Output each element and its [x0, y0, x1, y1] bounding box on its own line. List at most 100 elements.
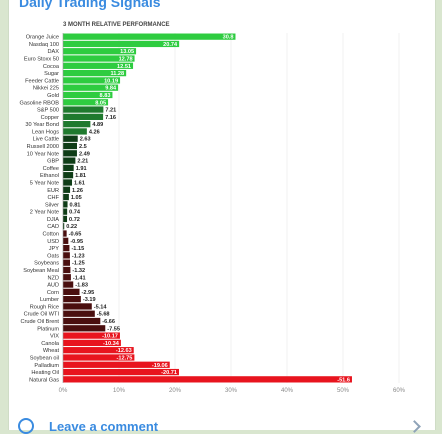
category-label: Natural Gas — [29, 377, 59, 383]
bar — [63, 266, 71, 274]
category-label: Orange Juice — [26, 35, 59, 41]
chevron-right-icon[interactable] — [408, 420, 421, 433]
category-label: CAD — [47, 224, 59, 230]
category-label: Cotton — [43, 232, 59, 238]
value-label: -19.06 — [152, 363, 168, 369]
bar — [63, 244, 70, 252]
category-label: 10 Year Note — [27, 151, 59, 157]
bar — [63, 135, 78, 142]
bar — [63, 354, 135, 361]
bar — [63, 172, 74, 179]
category-label: EUR — [47, 188, 59, 194]
category-label: Gold — [47, 93, 59, 99]
category-label: Coffee — [43, 166, 59, 172]
category-label: Corn — [47, 290, 59, 296]
value-label: 0.81 — [70, 202, 81, 208]
category-label: Wheat — [43, 348, 60, 354]
bar — [63, 274, 71, 281]
category-label: 30 Year Bond — [25, 122, 59, 128]
performance-chart: 3 MONTH RELATIVE PERFORMANCE 0% 10% 20% 30% 4… — [20, 22, 406, 394]
bar — [63, 281, 74, 288]
value-label: -1.23 — [72, 253, 85, 259]
value-label: 12.51 — [117, 64, 131, 70]
value-label: -7.55 — [107, 326, 120, 332]
comment-bar[interactable]: Leave a comment — [8, 410, 434, 434]
value-label: -3.19 — [83, 297, 96, 303]
value-label: -12.63 — [116, 348, 132, 354]
value-label: 2.63 — [80, 137, 91, 143]
bar — [63, 179, 73, 186]
category-label: Soybean Meal — [23, 268, 59, 274]
category-label: Euro Stoxx 50 — [24, 57, 59, 63]
category-label: DAX — [47, 49, 59, 55]
bar — [63, 296, 81, 303]
x-tick-label: 40% — [281, 388, 294, 394]
category-label: GBP — [47, 159, 59, 165]
value-label: 4.26 — [89, 129, 100, 135]
x-tick-label: 60% — [393, 388, 406, 394]
category-label: Russell 2000 — [27, 144, 59, 150]
category-label: 5 Year Note — [30, 180, 59, 186]
bar — [63, 201, 68, 208]
value-label: -1.83 — [75, 283, 88, 289]
value-label: 2.21 — [77, 159, 88, 165]
bar — [63, 113, 104, 120]
bar — [63, 69, 127, 77]
value-label: -1.32 — [72, 268, 85, 274]
bar — [63, 368, 179, 376]
value-label: -51.6 — [337, 377, 350, 383]
value-label: -6.66 — [102, 319, 115, 325]
category-label: Sugar — [44, 71, 59, 77]
bar — [63, 193, 69, 201]
category-label: Gasoline RBOB — [20, 100, 60, 106]
bar — [63, 347, 134, 354]
category-label: Ethanol — [40, 173, 59, 179]
bar — [63, 223, 65, 230]
value-label: 7.21 — [105, 108, 116, 114]
category-label: USD — [47, 239, 59, 245]
page-title: Daily Trading Signals — [19, 0, 161, 10]
bar — [63, 252, 70, 259]
category-label: Platinum — [37, 326, 59, 332]
bar — [63, 303, 92, 310]
bar — [63, 106, 104, 113]
category-label: 2 Year Note — [30, 210, 59, 216]
category-label: Nasdaq 100 — [29, 42, 59, 48]
x-tick-label: 50% — [337, 388, 350, 394]
bar — [63, 33, 236, 40]
comment-icon — [18, 418, 34, 434]
category-label: Silver — [45, 202, 59, 208]
value-label: 13.05 — [120, 49, 134, 55]
value-label: -1.41 — [73, 275, 86, 281]
value-label: 2.5 — [79, 144, 87, 150]
x-tick-label: 10% — [113, 388, 126, 394]
value-label: 4.89 — [92, 122, 103, 128]
value-label: 0.72 — [69, 217, 80, 223]
value-label: 12.78 — [119, 57, 133, 63]
category-label: Feeder Cattle — [25, 78, 59, 84]
bar — [63, 84, 119, 91]
bar — [63, 208, 68, 215]
value-label: -1.25 — [72, 261, 85, 267]
leave-comment-link[interactable]: Leave a comment — [49, 419, 159, 434]
category-label: Palladium — [34, 363, 59, 369]
bar — [63, 121, 91, 128]
category-label: Cocoa — [43, 64, 60, 70]
category-label: VIX — [50, 334, 59, 340]
bar — [63, 230, 67, 237]
bar — [63, 128, 87, 135]
value-label: 1.91 — [76, 166, 87, 172]
category-label: Oats — [47, 253, 59, 259]
value-label: 8.05 — [95, 100, 106, 106]
category-label: Soybean oil — [30, 355, 59, 361]
category-label: Copper — [41, 115, 59, 121]
bar — [63, 91, 113, 99]
bar — [63, 55, 135, 62]
x-tick-label: 0% — [59, 388, 68, 394]
bar — [63, 376, 352, 383]
value-label: -2.95 — [82, 290, 95, 296]
bar — [63, 62, 134, 69]
category-label: Crude Oil WTI — [24, 312, 60, 318]
category-label: S&P 500 — [37, 108, 59, 114]
category-label: Crude Oil Brent — [20, 319, 59, 325]
